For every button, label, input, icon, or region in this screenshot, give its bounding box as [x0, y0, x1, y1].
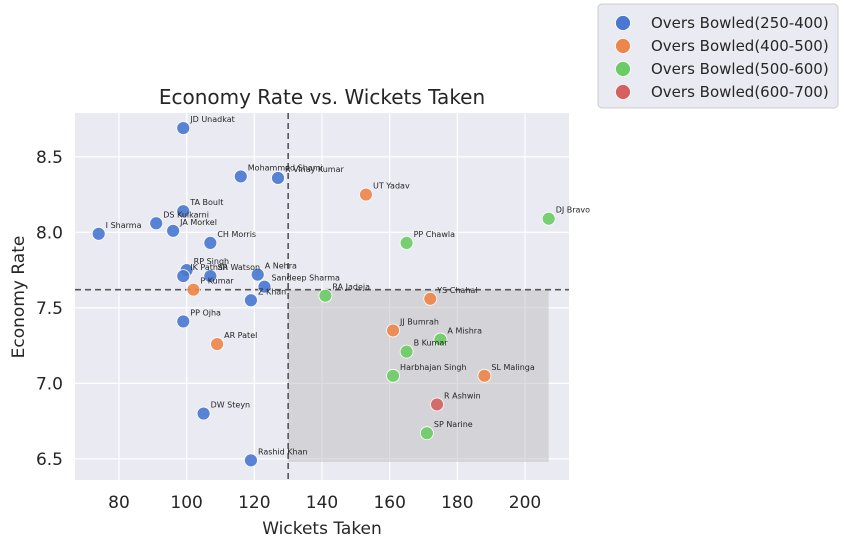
- point-label: DW Steyn: [211, 401, 251, 410]
- point-label: SR Watson: [217, 263, 260, 272]
- point-label: I Sharma: [106, 221, 142, 230]
- legend-label: Overs Bowled(400-500): [651, 37, 829, 55]
- y-axis-title: Economy Rate: [9, 236, 29, 359]
- data-point: [419, 426, 434, 441]
- highlight-region: [288, 289, 549, 462]
- legend-marker: [615, 61, 631, 77]
- data-point: [166, 223, 181, 238]
- point-label: PP Ojha: [190, 308, 221, 317]
- data-point: [186, 282, 201, 297]
- x-tick-label: 140: [306, 493, 338, 513]
- point-label: AR Patel: [224, 331, 257, 340]
- point-label: A Mishra: [447, 327, 482, 336]
- point-label: CH Morris: [217, 230, 256, 239]
- x-tick-label: 180: [441, 493, 473, 513]
- legend-marker: [615, 15, 631, 31]
- x-tick-labels: 80 100 120 140 160 180 200: [108, 493, 541, 513]
- point-label: TA Boult: [189, 198, 223, 207]
- point-label: R Vinay Kumar: [285, 165, 344, 174]
- data-point: [203, 269, 218, 284]
- legend-label: Overs Bowled(500-600): [651, 60, 829, 78]
- x-tick-label: 100: [170, 493, 202, 513]
- point-label: IK Pathan: [190, 263, 228, 272]
- data-point: [386, 368, 400, 383]
- y-tick-label: 7.5: [36, 299, 63, 319]
- data-point: [176, 204, 191, 219]
- data-point: [250, 267, 265, 282]
- data-point: [433, 332, 448, 347]
- legend: Overs Bowled(250-400) Overs Bowled(400-50…: [597, 3, 839, 109]
- x-tick-label: 80: [108, 493, 130, 513]
- legend-label: Overs Bowled(600-700): [651, 83, 829, 101]
- data-point: [196, 406, 211, 421]
- data-point: [359, 187, 373, 202]
- legend-marker: [615, 38, 631, 54]
- point-label: PP Chawla: [414, 230, 456, 239]
- y-tick-label: 6.5: [36, 450, 63, 470]
- legend-marker: [615, 84, 631, 100]
- point-label: SL Malinga: [491, 363, 534, 372]
- data-point: [91, 226, 106, 241]
- data-points: [91, 121, 556, 468]
- data-point: [244, 293, 258, 308]
- y-tick-label: 8.0: [36, 223, 63, 243]
- data-point: [541, 211, 556, 226]
- point-label: YS Chahal: [436, 286, 477, 295]
- legend-box: [597, 3, 839, 109]
- data-point: [386, 323, 400, 338]
- x-tick-label: 160: [373, 493, 405, 513]
- data-point: [318, 288, 333, 303]
- point-label: P Kumar: [200, 277, 234, 286]
- x-tick-label: 120: [238, 493, 270, 513]
- data-point: [257, 279, 272, 294]
- point-label: B Kumar: [414, 339, 449, 348]
- legend-items: Overs Bowled(250-400) Overs Bowled(400-50…: [615, 14, 829, 101]
- data-point: [233, 169, 248, 184]
- point-label: UT Yadav: [373, 182, 410, 191]
- y-tick-label: 7.0: [36, 374, 63, 394]
- data-point: [210, 337, 225, 351]
- data-point: [176, 121, 191, 136]
- data-point: [477, 368, 492, 383]
- point-label: JA Morkel: [179, 218, 217, 227]
- point-label: Sandeep Sharma: [271, 274, 340, 283]
- legend-label: Overs Bowled(250-400): [651, 14, 829, 32]
- data-point: [244, 453, 258, 468]
- y-tick-labels: 6.5 7.0 7.5 8.0 8.5: [36, 148, 63, 470]
- x-axis-title: Wickets Taken: [262, 519, 382, 539]
- point-label: Z Khan: [258, 287, 286, 296]
- data-point: [271, 171, 285, 185]
- point-label: Harbhajan Singh: [400, 363, 467, 372]
- point-label: SP Narine: [434, 420, 473, 429]
- data-point: [430, 397, 444, 412]
- point-label: A Nehra: [265, 262, 297, 271]
- point-label: RP Singh: [194, 257, 229, 266]
- point-label: JJ Bumrah: [399, 317, 439, 326]
- point-label: DJ Bravo: [556, 206, 590, 215]
- data-point: [423, 291, 438, 306]
- point-label: Mohammed Shami: [248, 163, 323, 172]
- point-label: DS Kulkarni: [163, 210, 209, 219]
- data-point: [176, 269, 191, 284]
- data-point: [176, 314, 191, 329]
- point-label: RA Jadeja: [332, 283, 370, 292]
- point-label: R Ashwin: [444, 391, 481, 400]
- chart-title: Economy Rate vs. Wickets Taken: [159, 85, 485, 109]
- point-label: JD Unadkat: [189, 115, 235, 124]
- data-point: [399, 235, 414, 250]
- y-tick-label: 8.5: [36, 148, 63, 168]
- data-point: [399, 344, 414, 359]
- data-point: [149, 216, 164, 231]
- x-tick-label: 200: [509, 493, 541, 513]
- point-label: Rashid Khan: [258, 447, 308, 456]
- data-point: [203, 235, 218, 250]
